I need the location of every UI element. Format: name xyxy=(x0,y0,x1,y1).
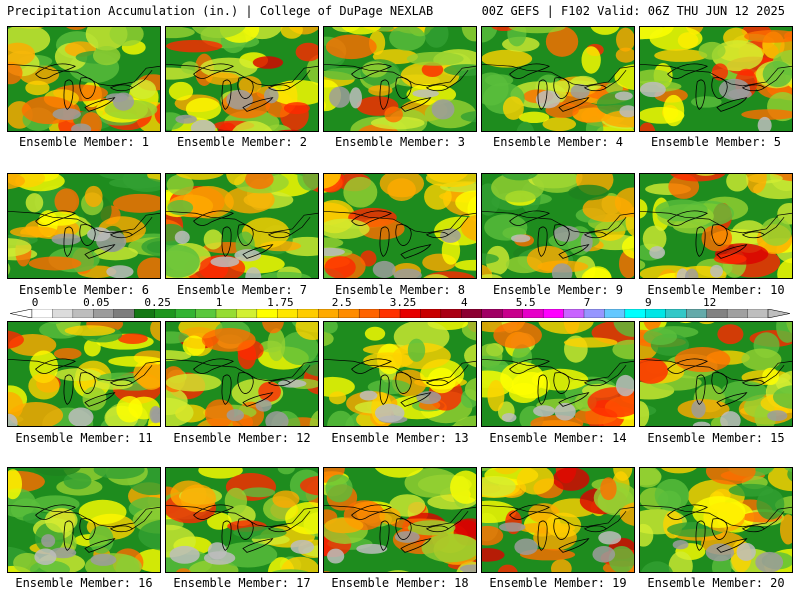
ensemble-member-label: Ensemble Member: 17 xyxy=(173,576,311,590)
colorbar-swatch xyxy=(542,309,564,318)
colorbar-swatch xyxy=(93,309,115,318)
ensemble-member-map xyxy=(639,173,793,279)
ensemble-member-label: Ensemble Member: 3 xyxy=(334,135,466,149)
colorbar-swatch xyxy=(174,309,197,318)
ensemble-member-map xyxy=(481,467,635,573)
ensemble-member-map xyxy=(7,467,161,573)
ensemble-member-label: Ensemble Member: 12 xyxy=(173,431,311,445)
colorbar-swatch xyxy=(583,309,605,318)
map-title: Precipitation Accumulation (in.) | Colle… xyxy=(7,4,434,18)
colorbar-min-arrow xyxy=(10,309,33,318)
ensemble-member-map xyxy=(165,173,319,279)
colorbar-swatch xyxy=(215,309,237,318)
ensemble-member-map xyxy=(481,173,635,279)
colorbar-swatch xyxy=(52,309,74,318)
colorbar-tick-label: 0.25 xyxy=(144,296,171,309)
run-valid-time: 00Z GEFS | F102 Valid: 06Z THU JUN 12 20… xyxy=(481,4,785,18)
ensemble-member-label: Ensemble Member: 10 xyxy=(647,283,785,297)
ensemble-member-label: Ensemble Member: 7 xyxy=(176,283,308,297)
colorbar-swatch xyxy=(420,309,442,318)
colorbar-swatch xyxy=(134,309,156,318)
colorbar-tick-label: 4 xyxy=(461,296,468,309)
colorbar-swatch xyxy=(563,309,585,318)
ensemble-member-label: Ensemble Member: 4 xyxy=(492,135,624,149)
ensemble-member-map xyxy=(323,467,477,573)
colorbar-swatch xyxy=(461,309,483,318)
colorbar-swatch xyxy=(72,309,94,318)
colorbar-swatch xyxy=(195,309,217,318)
ensemble-member-label: Ensemble Member: 20 xyxy=(647,576,785,590)
colorbar-tick-label: 0.05 xyxy=(83,296,110,309)
ensemble-member-label: Ensemble Member: 15 xyxy=(647,431,785,445)
ensemble-member-label: Ensemble Member: 1 xyxy=(18,135,150,149)
colorbar-tick-label: 12 xyxy=(703,296,717,309)
ensemble-member-label: Ensemble Member: 8 xyxy=(334,283,466,297)
colorbar-swatch xyxy=(318,309,340,318)
colorbar-swatch xyxy=(277,309,299,318)
ensemble-member-label: Ensemble Member: 6 xyxy=(18,283,150,297)
colorbar-tick-label: 3.25 xyxy=(389,296,417,309)
ensemble-member-map xyxy=(639,321,793,427)
ensemble-member-label: Ensemble Member: 5 xyxy=(650,135,782,149)
colorbar-swatch xyxy=(379,309,401,318)
colorbar-swatch xyxy=(154,309,176,318)
ensemble-member-label: Ensemble Member: 18 xyxy=(331,576,469,590)
ensemble-member-map xyxy=(165,26,319,132)
ensemble-member-label: Ensemble Member: 11 xyxy=(15,431,153,445)
ensemble-member-label: Ensemble Member: 16 xyxy=(15,576,153,590)
ensemble-member-map xyxy=(481,321,635,427)
ensemble-member-map xyxy=(323,321,477,427)
colorbar-swatch xyxy=(399,309,421,318)
colorbar-swatch xyxy=(706,309,728,318)
colorbar-tick-label: 5.5 xyxy=(515,296,536,309)
ensemble-member-label: Ensemble Member: 14 xyxy=(489,431,627,445)
colorbar-tick-label: 1.75 xyxy=(267,296,294,309)
colorbar-swatch xyxy=(440,309,462,318)
colorbar-swatch xyxy=(481,309,503,318)
ensemble-member-label: Ensemble Member: 13 xyxy=(331,431,469,445)
ensemble-member-map xyxy=(481,26,635,132)
ensemble-member-map xyxy=(165,467,319,573)
colorbar-swatch xyxy=(726,309,748,318)
colorbar-tick-label: 0 xyxy=(31,296,39,309)
colorbar-tick-label: 2.5 xyxy=(331,296,352,309)
colorbar-max-arrow xyxy=(767,309,790,318)
colorbar-swatch xyxy=(522,309,544,318)
colorbar-tick-label: 9 xyxy=(645,296,652,309)
colorbar-swatch xyxy=(747,309,769,318)
ensemble-member-map xyxy=(323,26,477,132)
colorbar-swatch xyxy=(686,309,708,318)
colorbar-swatch xyxy=(113,309,135,318)
ensemble-member-map xyxy=(7,26,161,132)
ensemble-member-map xyxy=(7,321,161,427)
ensemble-member-map xyxy=(639,467,793,573)
colorbar-tick-label: 7 xyxy=(583,296,591,309)
ensemble-member-map xyxy=(323,173,477,279)
colorbar-tick-label: 1 xyxy=(215,296,223,309)
colorbar-swatch xyxy=(645,309,667,318)
colorbar-swatch xyxy=(624,309,646,318)
colorbar-swatch xyxy=(358,309,380,318)
ensemble-member-label: Ensemble Member: 19 xyxy=(489,576,627,590)
colorbar-swatch xyxy=(236,309,258,318)
colorbar-swatch xyxy=(297,309,319,318)
ensemble-member-map xyxy=(639,26,793,132)
ensemble-member-map xyxy=(7,173,161,279)
colorbar-swatch xyxy=(256,309,278,318)
colorbar-swatch xyxy=(665,309,687,318)
ensemble-member-label: Ensemble Member: 2 xyxy=(176,135,308,149)
colorbar-swatch xyxy=(338,309,360,318)
ensemble-member-label: Ensemble Member: 9 xyxy=(492,283,624,297)
ensemble-member-map xyxy=(165,321,319,427)
colorbar-swatch xyxy=(31,309,53,318)
colorbar-swatch xyxy=(502,309,524,318)
precipitation-colorbar xyxy=(10,309,790,318)
colorbar-swatch xyxy=(604,309,626,318)
